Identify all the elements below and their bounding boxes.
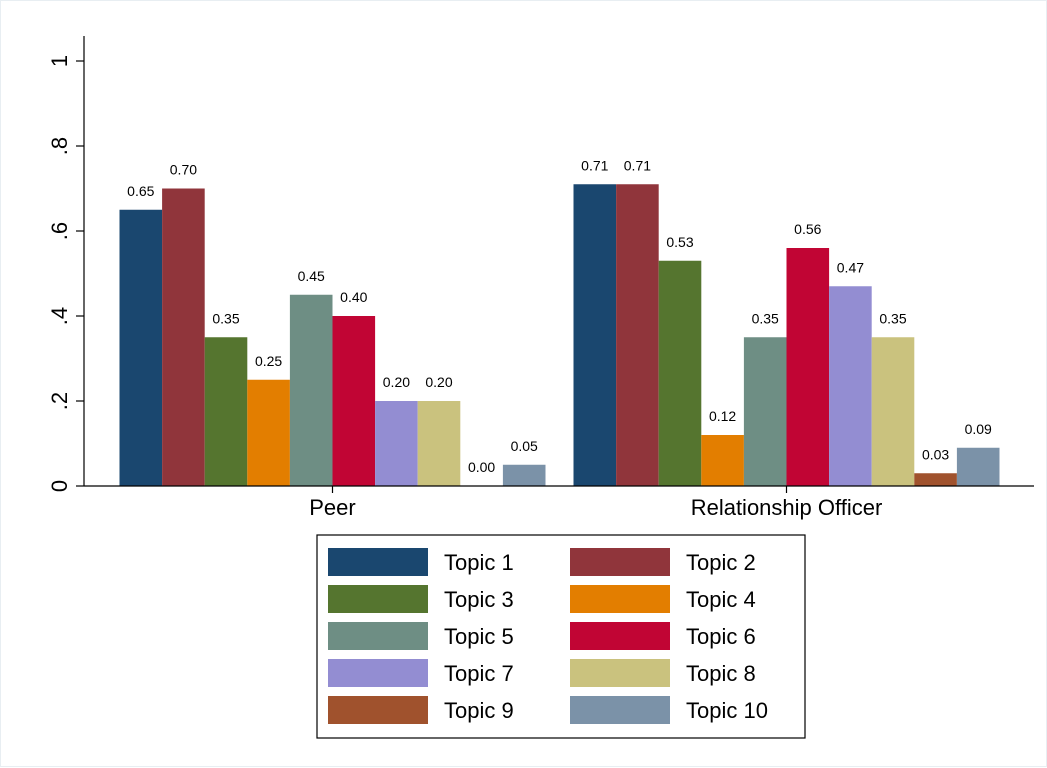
legend-label: Topic 7 xyxy=(444,661,514,686)
legend-swatch xyxy=(328,548,428,576)
legend-swatch xyxy=(328,659,428,687)
bar xyxy=(701,435,744,486)
bar xyxy=(743,337,787,486)
legend-label: Topic 6 xyxy=(686,624,756,649)
bar xyxy=(162,188,205,486)
y-tick-label: .4 xyxy=(47,307,72,325)
bar-value-label: 0.12 xyxy=(709,408,736,424)
bar-value-label: 0.71 xyxy=(624,157,651,173)
bar xyxy=(502,464,546,486)
bar xyxy=(119,209,163,486)
bar-value-label: 0.25 xyxy=(255,353,282,369)
bar-value-label: 0.20 xyxy=(383,374,410,390)
bar-value-label: 0.47 xyxy=(837,259,864,275)
legend-swatch xyxy=(328,585,428,613)
bar-value-label: 0.65 xyxy=(127,183,154,199)
bar-value-label: 0.40 xyxy=(340,289,367,305)
bar xyxy=(204,337,248,486)
legend-label: Topic 9 xyxy=(444,698,514,723)
legend: Topic 1 Topic 2 Topic 3 Topic 4 Topic 5 Topic… xyxy=(316,534,806,739)
bar-value-label: 0.20 xyxy=(425,374,452,390)
legend-label: Topic 1 xyxy=(444,550,514,575)
x-category-label: Peer xyxy=(309,495,355,520)
bar xyxy=(829,286,872,486)
legend-swatch xyxy=(570,622,670,650)
legend-swatch xyxy=(570,548,670,576)
y-tick-label: 1 xyxy=(47,55,72,67)
bar-value-label: 0.71 xyxy=(581,157,608,173)
y-axis: 0 .2 .4 .6 .8 1 xyxy=(47,36,85,492)
legend-label: Topic 3 xyxy=(444,587,514,612)
data-labels: 0.65 0.70 0.35 0.25 0.45 0.40 0.20 0.20 0.00 0.05… xyxy=(127,157,992,475)
legend-swatch xyxy=(328,622,428,650)
x-axis: Peer Relationship Officer xyxy=(84,485,1034,520)
bar-value-label: 0.56 xyxy=(794,221,821,237)
bar xyxy=(247,379,290,486)
bar-value-label: 0.70 xyxy=(170,162,197,178)
bars xyxy=(119,184,1000,486)
bar xyxy=(956,447,1000,486)
bar-value-label: 0.00 xyxy=(468,459,495,475)
bar xyxy=(332,316,376,486)
bar-value-label: 0.53 xyxy=(666,234,693,250)
legend-swatch xyxy=(328,696,428,724)
bar xyxy=(417,401,461,486)
bar xyxy=(871,337,915,486)
bar-value-label: 0.35 xyxy=(752,310,779,326)
legend-swatch xyxy=(570,585,670,613)
x-category-label: Relationship Officer xyxy=(691,495,883,520)
bar-value-label: 0.35 xyxy=(212,310,239,326)
legend-label: Topic 10 xyxy=(686,698,768,723)
bar xyxy=(573,184,617,486)
bar xyxy=(914,473,957,486)
y-tick-label: .6 xyxy=(47,222,72,240)
bar xyxy=(616,184,659,486)
bar xyxy=(375,401,418,486)
bar xyxy=(786,248,830,486)
bar-value-label: 0.09 xyxy=(965,421,992,437)
legend-label: Topic 2 xyxy=(686,550,756,575)
legend-swatch xyxy=(570,659,670,687)
legend-label: Topic 8 xyxy=(686,661,756,686)
legend-swatch xyxy=(570,696,670,724)
y-tick-label: 0 xyxy=(47,480,72,492)
bar-value-label: 0.35 xyxy=(879,310,906,326)
y-tick-label: .2 xyxy=(47,392,72,410)
y-tick-label: .8 xyxy=(47,137,72,155)
bar xyxy=(289,294,333,486)
legend-label: Topic 4 xyxy=(686,587,756,612)
bar xyxy=(658,260,702,486)
bar-value-label: 0.05 xyxy=(511,438,538,454)
bar-value-label: 0.03 xyxy=(922,446,949,462)
bar-value-label: 0.45 xyxy=(298,268,325,284)
legend-label: Topic 5 xyxy=(444,624,514,649)
